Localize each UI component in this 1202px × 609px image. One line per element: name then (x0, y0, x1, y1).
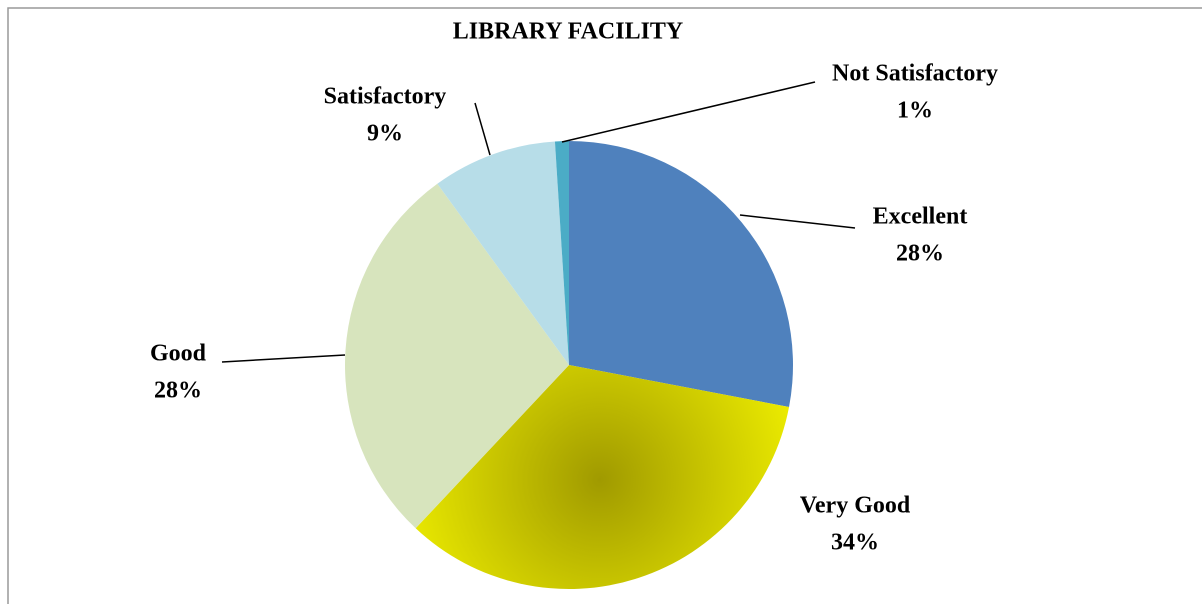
pie-slice (569, 141, 793, 407)
chart-title: LIBRARY FACILITY (453, 19, 684, 45)
pie-slice (344, 183, 569, 529)
pie-slice (437, 141, 569, 365)
pie-slice (415, 365, 790, 590)
slice-label: Not Satisfactory (832, 61, 998, 87)
slice-value-label: 9% (367, 121, 403, 147)
pie-slice (554, 141, 569, 365)
slice-label: Excellent (873, 204, 968, 230)
slice-value-label: 34% (831, 530, 879, 556)
slice-label: Good (150, 341, 207, 367)
slice-value-label: 28% (896, 241, 944, 267)
slice-label: Satisfactory (324, 84, 447, 110)
leader-line (739, 214, 856, 229)
slice-value-label: 1% (897, 98, 933, 124)
chart-border (7, 7, 1202, 604)
slice-label: Very Good (800, 493, 911, 519)
leader-line (561, 81, 816, 143)
leader-line (474, 102, 491, 156)
leader-line (221, 354, 346, 363)
slice-value-label: 28% (154, 378, 202, 404)
